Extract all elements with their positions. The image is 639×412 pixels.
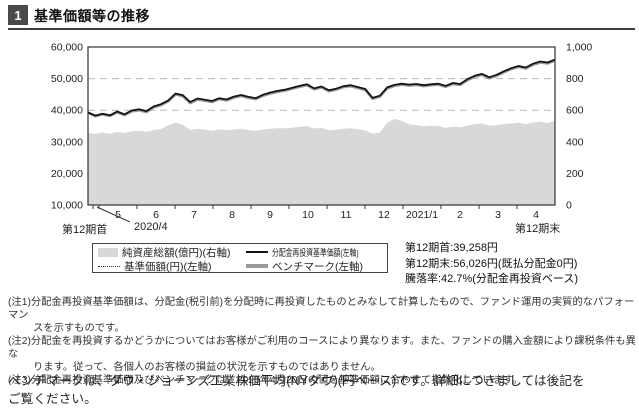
- x-tick-label: 8: [229, 209, 235, 221]
- area-swatch-icon: [98, 247, 118, 257]
- left-axis-label: 20,000: [51, 168, 83, 180]
- note-1-line-1: (注1)分配金再投資基準価額は、分配金(税引前)を分配時に再投資したものとみなし…: [8, 297, 635, 321]
- benchmark-description: ベンチマークは、ダウ・ジョーンズ工業株価平均(NYダウ)(円ベース)です。詳細に…: [8, 373, 634, 408]
- x-tick-label: 5: [115, 209, 121, 221]
- right-axis-label: 600: [566, 105, 584, 117]
- x-tick-label: 6: [153, 209, 159, 221]
- x-tick-label: 2021/1: [406, 209, 438, 221]
- section-title: 基準価額等の推移: [34, 8, 150, 24]
- x-tick-label: 11: [341, 209, 352, 221]
- benchmark-description-line-2: ご覧ください。: [8, 391, 97, 406]
- section-title-rule: [8, 28, 635, 30]
- legend-item-nav: 基準価額(円)(左軸): [98, 259, 246, 273]
- x-tick-label: 3: [495, 209, 501, 221]
- x-tick-label: 2: [457, 209, 463, 221]
- left-axis-label: 10,000: [51, 200, 83, 212]
- legend-item-net-assets: 純資産総額(億円)(右軸): [98, 245, 246, 259]
- thick-line-swatch-icon: [246, 264, 268, 268]
- section-header: 1 基準価額等の推移: [8, 4, 635, 30]
- right-axis-label: 400: [566, 136, 584, 148]
- net-assets-area: [88, 118, 555, 205]
- right-axis-label: 1,000: [566, 42, 592, 54]
- stat-period-start: 第12期首:39,258円: [405, 242, 498, 254]
- legend-label: ベンチマーク(左軸): [272, 260, 363, 273]
- dotted-line-swatch-icon: [98, 265, 120, 267]
- x-tick-label: 12: [378, 209, 390, 221]
- right-axis-label: 800: [566, 73, 584, 85]
- nav-chart: 5 6 7 8 9 10 11 12 2021/1 2 3 4 60,000 50,000 40,000 30…: [51, 42, 592, 223]
- solid-line-swatch-icon: [246, 251, 268, 253]
- note-1-line-2: スを示すものです。: [33, 323, 125, 334]
- period-start-connector: [96, 206, 131, 223]
- section-number-badge: 1: [8, 5, 28, 25]
- legend-label: 純資産総額(億円)(右軸): [122, 246, 231, 259]
- note-3-line-1: (注3)分配金再投資基準価額及びベンチマークは、2020年4月20日の値を基準価…: [8, 375, 523, 386]
- period-start-label: 第12期首: [62, 224, 108, 236]
- period-start-date: 2020/4: [134, 221, 168, 233]
- legend-item-nav-reinvested: 分配金再投資基準価額(左軸): [246, 245, 392, 259]
- benchmark-description-line-1: ベンチマークは、ダウ・ジョーンズ工業株価平均(NYダウ)(円ベース)です。詳細に…: [8, 374, 585, 388]
- left-axis-label: 40,000: [51, 105, 83, 117]
- benchmark-line: [87, 59, 556, 118]
- x-tick-label: 10: [302, 209, 314, 221]
- stat-period-end: 第12期末:56,026円(既払分配金0円): [405, 257, 578, 270]
- right-axis-label: 200: [566, 168, 584, 180]
- nav_reinvested-line: [87, 58, 556, 117]
- x-tick-label: 4: [533, 209, 539, 221]
- chart-legend: 純資産総額(億円)(右軸) 分配金再投資基準価額(左軸) 基準価額(円)(左軸)…: [92, 243, 388, 273]
- left-axis-label: 50,000: [51, 73, 83, 85]
- footnotes: (注1)分配金再投資基準価額は、分配金(税引前)を分配時に再投資したものとみなし…: [8, 296, 636, 387]
- legend-label: 基準価額(円)(左軸): [124, 260, 212, 273]
- plot-border: [87, 46, 556, 206]
- period-end-label: 第12期末: [515, 223, 561, 235]
- left-axis-label: 60,000: [51, 42, 83, 54]
- legend-item-benchmark: ベンチマーク(左軸): [246, 259, 392, 273]
- x-tick-label: 7: [191, 209, 197, 221]
- legend-label: 分配金再投資基準価額(左軸): [272, 248, 359, 259]
- note-2-line-2: ります。従って、各個人のお客様の損益の状況を示すものではありません。: [33, 362, 381, 373]
- note-2-line-1: (注2)分配金を再投資するかどうかについてはお客様がご利用のコースにより異なりま…: [8, 336, 636, 360]
- stat-return-rate: 騰落率:42.7%(分配金再投資ベース): [405, 273, 579, 285]
- left-axis-label: 30,000: [51, 136, 83, 148]
- right-axis-label: 0: [566, 200, 572, 212]
- x-tick-label: 9: [267, 209, 273, 221]
- period-stats: 第12期首:39,258円 第12期末:56,026円(既払分配金0円) 騰落率…: [405, 241, 578, 288]
